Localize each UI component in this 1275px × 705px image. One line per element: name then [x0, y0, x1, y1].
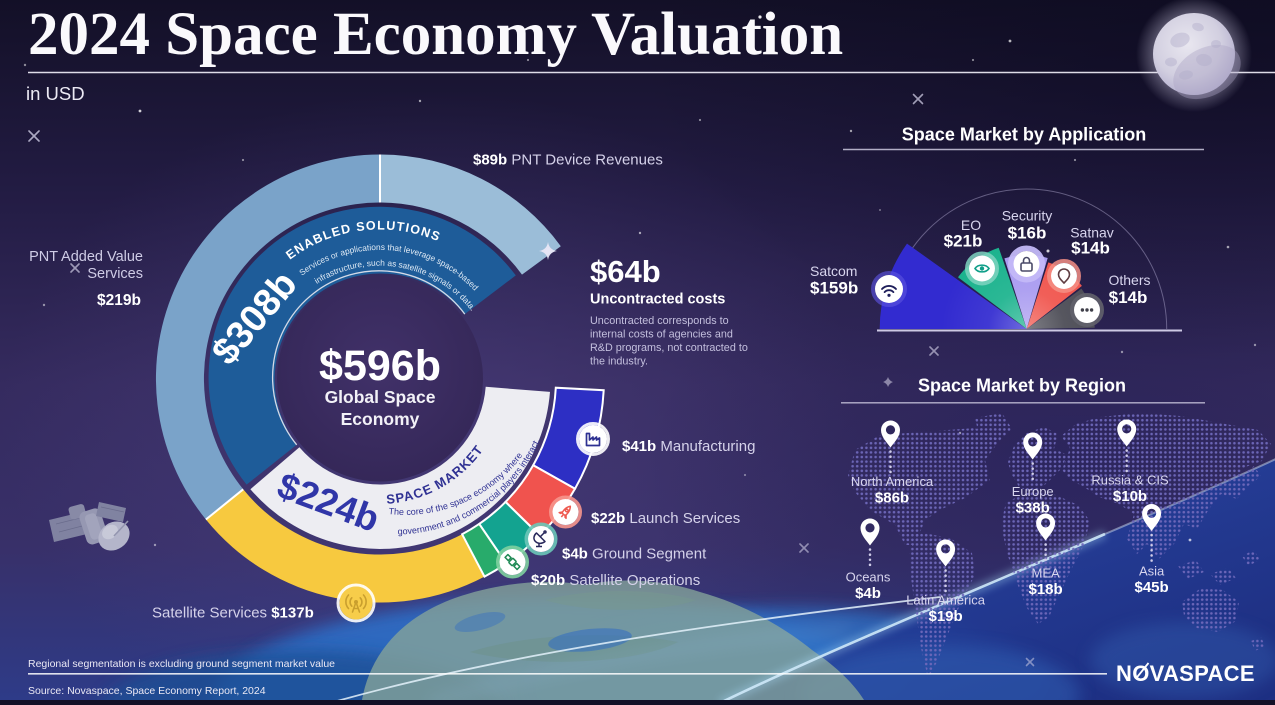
svg-text:$21b: $21b — [944, 232, 983, 251]
svg-text:Uncontracted corresponds to: Uncontracted corresponds to — [590, 315, 729, 327]
svg-text:Security: Security — [1002, 208, 1053, 224]
svg-text:$219b: $219b — [97, 292, 141, 309]
svg-text:$596b: $596b — [319, 342, 441, 390]
svg-text:Russia & CIS: Russia & CIS — [1091, 473, 1169, 488]
svg-text:Global Space: Global Space — [325, 387, 436, 407]
svg-text:in USD: in USD — [26, 83, 85, 104]
svg-text:$14b: $14b — [1071, 239, 1110, 258]
svg-text:Services: Services — [87, 266, 143, 282]
svg-text:$16b: $16b — [1008, 224, 1047, 243]
svg-text:Others: Others — [1108, 272, 1150, 288]
svg-text:$86b: $86b — [875, 490, 909, 507]
svg-text:$10b: $10b — [1113, 488, 1147, 505]
svg-text:$20b Satellite Operations: $20b Satellite Operations — [531, 572, 700, 589]
svg-text:$45b: $45b — [1134, 579, 1168, 596]
svg-text:the industry.: the industry. — [590, 356, 648, 368]
svg-text:$64b: $64b — [590, 254, 661, 289]
svg-text:Economy: Economy — [341, 409, 420, 429]
svg-text:Satnav: Satnav — [1070, 225, 1114, 241]
svg-text:Source: Novaspace, Space Econo: Source: Novaspace, Space Economy Report,… — [28, 685, 266, 697]
svg-text:$18b: $18b — [1028, 581, 1062, 598]
svg-text:2024 Space Economy Valuation: 2024 Space Economy Valuation — [28, 1, 843, 68]
svg-text:Oceans: Oceans — [846, 570, 891, 585]
svg-text:North America: North America — [851, 474, 934, 489]
svg-text:Latin America: Latin America — [906, 593, 986, 608]
svg-text:NOVASPACE: NOVASPACE — [1116, 661, 1255, 686]
svg-text:Asia: Asia — [1139, 564, 1165, 579]
svg-text:Regional segmentation is exclu: Regional segmentation is excluding groun… — [28, 658, 335, 670]
svg-text:Space Market by Application: Space Market by Application — [902, 125, 1146, 145]
svg-text:Uncontracted costs: Uncontracted costs — [590, 292, 725, 308]
svg-text:$38b: $38b — [1016, 500, 1050, 517]
svg-text:Satellite Services $137b: Satellite Services $137b — [152, 605, 314, 622]
svg-text:Satcom: Satcom — [810, 263, 857, 279]
svg-text:$159b: $159b — [810, 279, 858, 298]
svg-text:$19b: $19b — [928, 608, 962, 625]
svg-text:internal costs of agencies and: internal costs of agencies and — [590, 329, 733, 341]
svg-text:R&D programs, not contracted t: R&D programs, not contracted to — [590, 342, 748, 354]
svg-text:EO: EO — [961, 217, 981, 233]
svg-text:MEA: MEA — [1032, 566, 1061, 581]
svg-text:$4b: $4b — [855, 585, 881, 602]
svg-text:$4b Ground Segment: $4b Ground Segment — [562, 546, 707, 563]
svg-text:Europe: Europe — [1012, 484, 1054, 499]
svg-text:PNT Added Value: PNT Added Value — [29, 249, 143, 265]
svg-text:$14b: $14b — [1109, 288, 1148, 307]
svg-text:$22b Launch Services: $22b Launch Services — [591, 510, 740, 527]
svg-text:Space Market by Region: Space Market by Region — [918, 376, 1126, 396]
svg-text:$41b Manufacturing: $41b Manufacturing — [622, 438, 755, 455]
svg-text:$89b PNT Device Revenues: $89b PNT Device Revenues — [473, 152, 663, 169]
